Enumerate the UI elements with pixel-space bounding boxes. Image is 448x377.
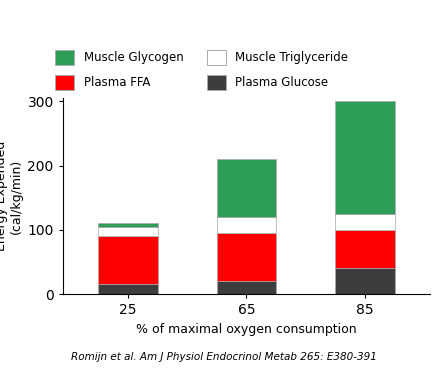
Bar	[335, 268, 395, 294]
Bar	[98, 223, 158, 227]
Legend: Muscle Glycogen, Plasma FFA, Muscle Triglyceride, Plasma Glucose: Muscle Glycogen, Plasma FFA, Muscle Trig…	[56, 50, 349, 90]
Y-axis label: Energy Expended
(cal/kg/min): Energy Expended (cal/kg/min)	[0, 141, 23, 251]
Bar	[335, 101, 395, 214]
Text: Romijn et al. Am J Physiol Endocrinol Metab 265: E380-391: Romijn et al. Am J Physiol Endocrinol Me…	[71, 352, 377, 362]
Bar	[217, 281, 276, 294]
X-axis label: % of maximal oxygen consumption: % of maximal oxygen consumption	[136, 323, 357, 336]
Bar	[217, 233, 276, 281]
Bar	[98, 236, 158, 284]
Bar	[335, 214, 395, 230]
Bar	[98, 284, 158, 294]
Bar	[98, 227, 158, 236]
Bar	[335, 230, 395, 268]
Bar	[217, 217, 276, 233]
Bar	[217, 159, 276, 217]
